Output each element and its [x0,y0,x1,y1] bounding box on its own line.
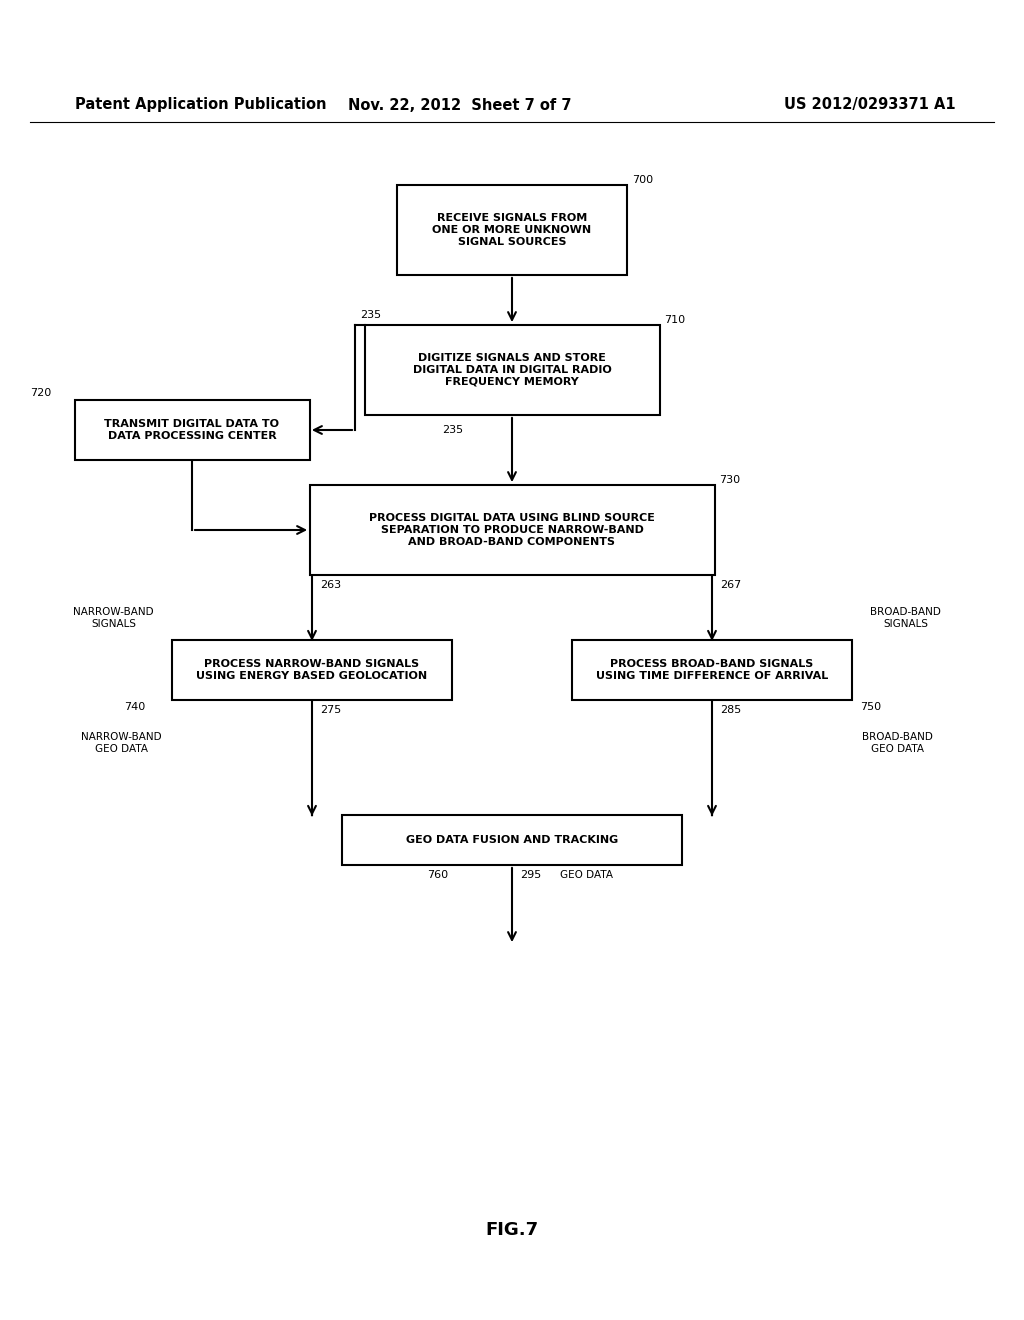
Text: BROAD-BAND
SIGNALS: BROAD-BAND SIGNALS [870,607,941,628]
Text: PROCESS DIGITAL DATA USING BLIND SOURCE
SEPARATION TO PRODUCE NARROW-BAND
AND BR: PROCESS DIGITAL DATA USING BLIND SOURCE … [369,513,655,546]
Text: 750: 750 [860,702,881,711]
Text: GEO DATA: GEO DATA [560,870,613,880]
Text: Nov. 22, 2012  Sheet 7 of 7: Nov. 22, 2012 Sheet 7 of 7 [348,98,571,112]
Bar [172,640,452,700]
Text: 710: 710 [664,315,685,325]
Text: NARROW-BAND
SIGNALS: NARROW-BAND SIGNALS [74,607,154,628]
Text: DIGITIZE SIGNALS AND STORE
DIGITAL DATA IN DIGITAL RADIO
FREQUENCY MEMORY: DIGITIZE SIGNALS AND STORE DIGITAL DATA … [413,354,611,387]
Text: 740: 740 [124,702,145,711]
Text: NARROW-BAND
GEO DATA: NARROW-BAND GEO DATA [81,733,162,754]
Text: PROCESS NARROW-BAND SIGNALS
USING ENERGY BASED GEOLOCATION: PROCESS NARROW-BAND SIGNALS USING ENERGY… [197,659,428,681]
Text: 235: 235 [360,310,381,319]
Text: 730: 730 [719,475,740,484]
Text: 285: 285 [720,705,741,715]
Bar [397,185,627,275]
Text: US 2012/0293371 A1: US 2012/0293371 A1 [784,98,955,112]
Text: 700: 700 [632,176,653,185]
Text: Patent Application Publication: Patent Application Publication [75,98,327,112]
Text: RECEIVE SIGNALS FROM
ONE OR MORE UNKNOWN
SIGNAL SOURCES: RECEIVE SIGNALS FROM ONE OR MORE UNKNOWN… [432,214,592,247]
Text: TRANSMIT DIGITAL DATA TO
DATA PROCESSING CENTER: TRANSMIT DIGITAL DATA TO DATA PROCESSING… [104,420,280,441]
Text: FIG.7: FIG.7 [485,1221,539,1239]
Bar [572,640,852,700]
Text: BROAD-BAND
GEO DATA: BROAD-BAND GEO DATA [862,733,933,754]
Bar [342,814,682,865]
Text: 263: 263 [319,579,341,590]
Text: 720: 720 [30,388,51,399]
Bar [309,484,715,576]
Text: 295: 295 [520,870,542,880]
Text: 760: 760 [427,870,449,880]
Text: PROCESS BROAD-BAND SIGNALS
USING TIME DIFFERENCE OF ARRIVAL: PROCESS BROAD-BAND SIGNALS USING TIME DI… [596,659,828,681]
Bar [75,400,309,459]
Text: 267: 267 [720,579,741,590]
Bar [365,325,659,414]
Text: 275: 275 [319,705,341,715]
Text: 235: 235 [442,425,463,436]
Text: GEO DATA FUSION AND TRACKING: GEO DATA FUSION AND TRACKING [406,836,618,845]
